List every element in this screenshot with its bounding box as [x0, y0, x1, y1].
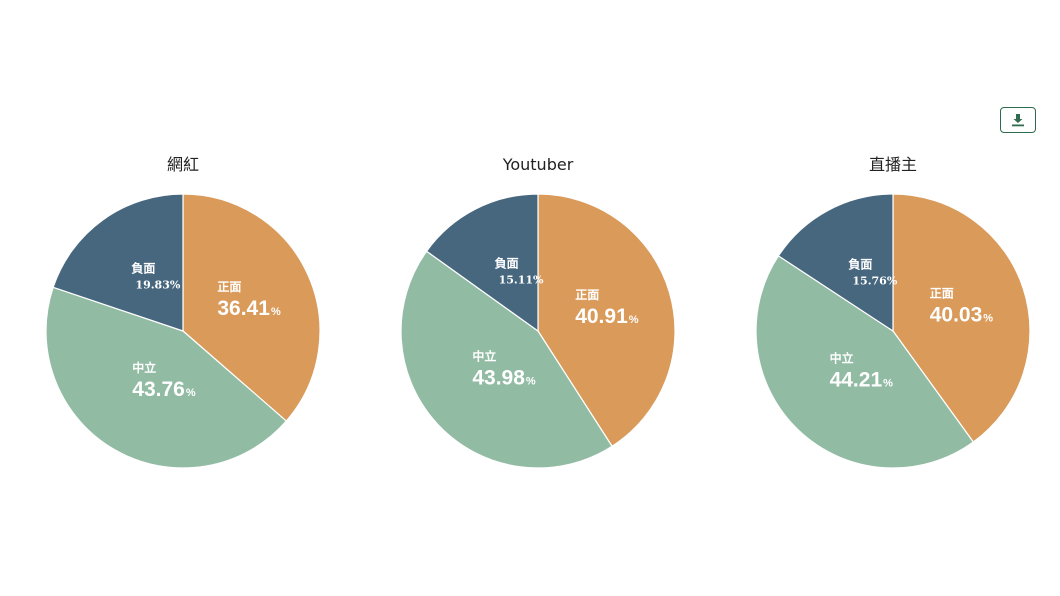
slice-label-value: 40.03%	[930, 303, 994, 326]
slice-value-percent: %	[186, 387, 196, 399]
slice-value-percent: %	[883, 378, 893, 390]
pie-slice-neutral[interactable]	[755, 255, 975, 469]
slice-label-value: 15.76%	[852, 274, 897, 287]
slice-label-value: 43.76%	[132, 378, 196, 401]
slice-value-number: 40.91	[575, 305, 628, 328]
slice-value-percent: %	[533, 274, 544, 287]
slice-label-name: 負面	[495, 256, 519, 271]
slice-label-value: 36.41%	[217, 297, 281, 320]
pie-slice-negative[interactable]	[52, 193, 184, 332]
pie-slice-negative[interactable]	[425, 193, 539, 333]
slice-label-value: 44.21%	[830, 369, 894, 392]
pie-chart: Youtuber 正面 40.91% 中立 43.98% 負面 15.11%	[400, 155, 676, 469]
slice-label-value: 19.83%	[135, 279, 180, 292]
slice-value-percent: %	[170, 279, 181, 292]
chart-title: 網紅	[167, 155, 199, 174]
pie-slice-negative[interactable]	[777, 193, 894, 333]
pie-slice-positive[interactable]	[182, 193, 321, 422]
slice-label-name: 中立	[830, 351, 854, 366]
slice-label-value: 43.98%	[472, 366, 536, 389]
slice-label-value: 15.11%	[499, 274, 544, 287]
slice-value-percent: %	[271, 306, 281, 318]
slice-value-number: 44.21	[830, 369, 883, 392]
slice-value-number: 40.03	[930, 303, 983, 326]
slice-value-number: 43.76	[132, 378, 185, 401]
chart-title: Youtuber	[502, 155, 574, 174]
slice-value-number: 36.41	[217, 297, 270, 320]
slice-label-name: 正面	[217, 280, 241, 294]
slice-value-percent: %	[983, 312, 993, 324]
slice-value-number: 15.76	[852, 274, 887, 287]
pie-slice-neutral[interactable]	[45, 286, 288, 469]
slice-label-name: 負面	[848, 256, 872, 271]
slice-value-percent: %	[887, 274, 898, 287]
slice-value-number: 19.83	[135, 279, 169, 292]
slice-label-name: 正面	[575, 288, 599, 302]
slice-value-percent: %	[629, 314, 639, 326]
slice-label-name: 中立	[132, 360, 156, 375]
pie-slice-positive[interactable]	[892, 193, 1031, 443]
chart-title: 直播主	[869, 155, 917, 174]
pie-slice-neutral[interactable]	[400, 250, 613, 469]
slice-label-value: 40.91%	[575, 305, 639, 328]
slice-value-number: 15.11	[499, 274, 533, 287]
slice-label-name: 中立	[472, 348, 496, 363]
download-icon	[1012, 114, 1024, 127]
slice-label-name: 負面	[131, 261, 155, 276]
slice-value-number: 43.98	[472, 366, 525, 389]
download-button[interactable]	[1000, 107, 1036, 133]
slice-value-percent: %	[526, 375, 536, 387]
slice-label-name: 正面	[930, 286, 954, 300]
